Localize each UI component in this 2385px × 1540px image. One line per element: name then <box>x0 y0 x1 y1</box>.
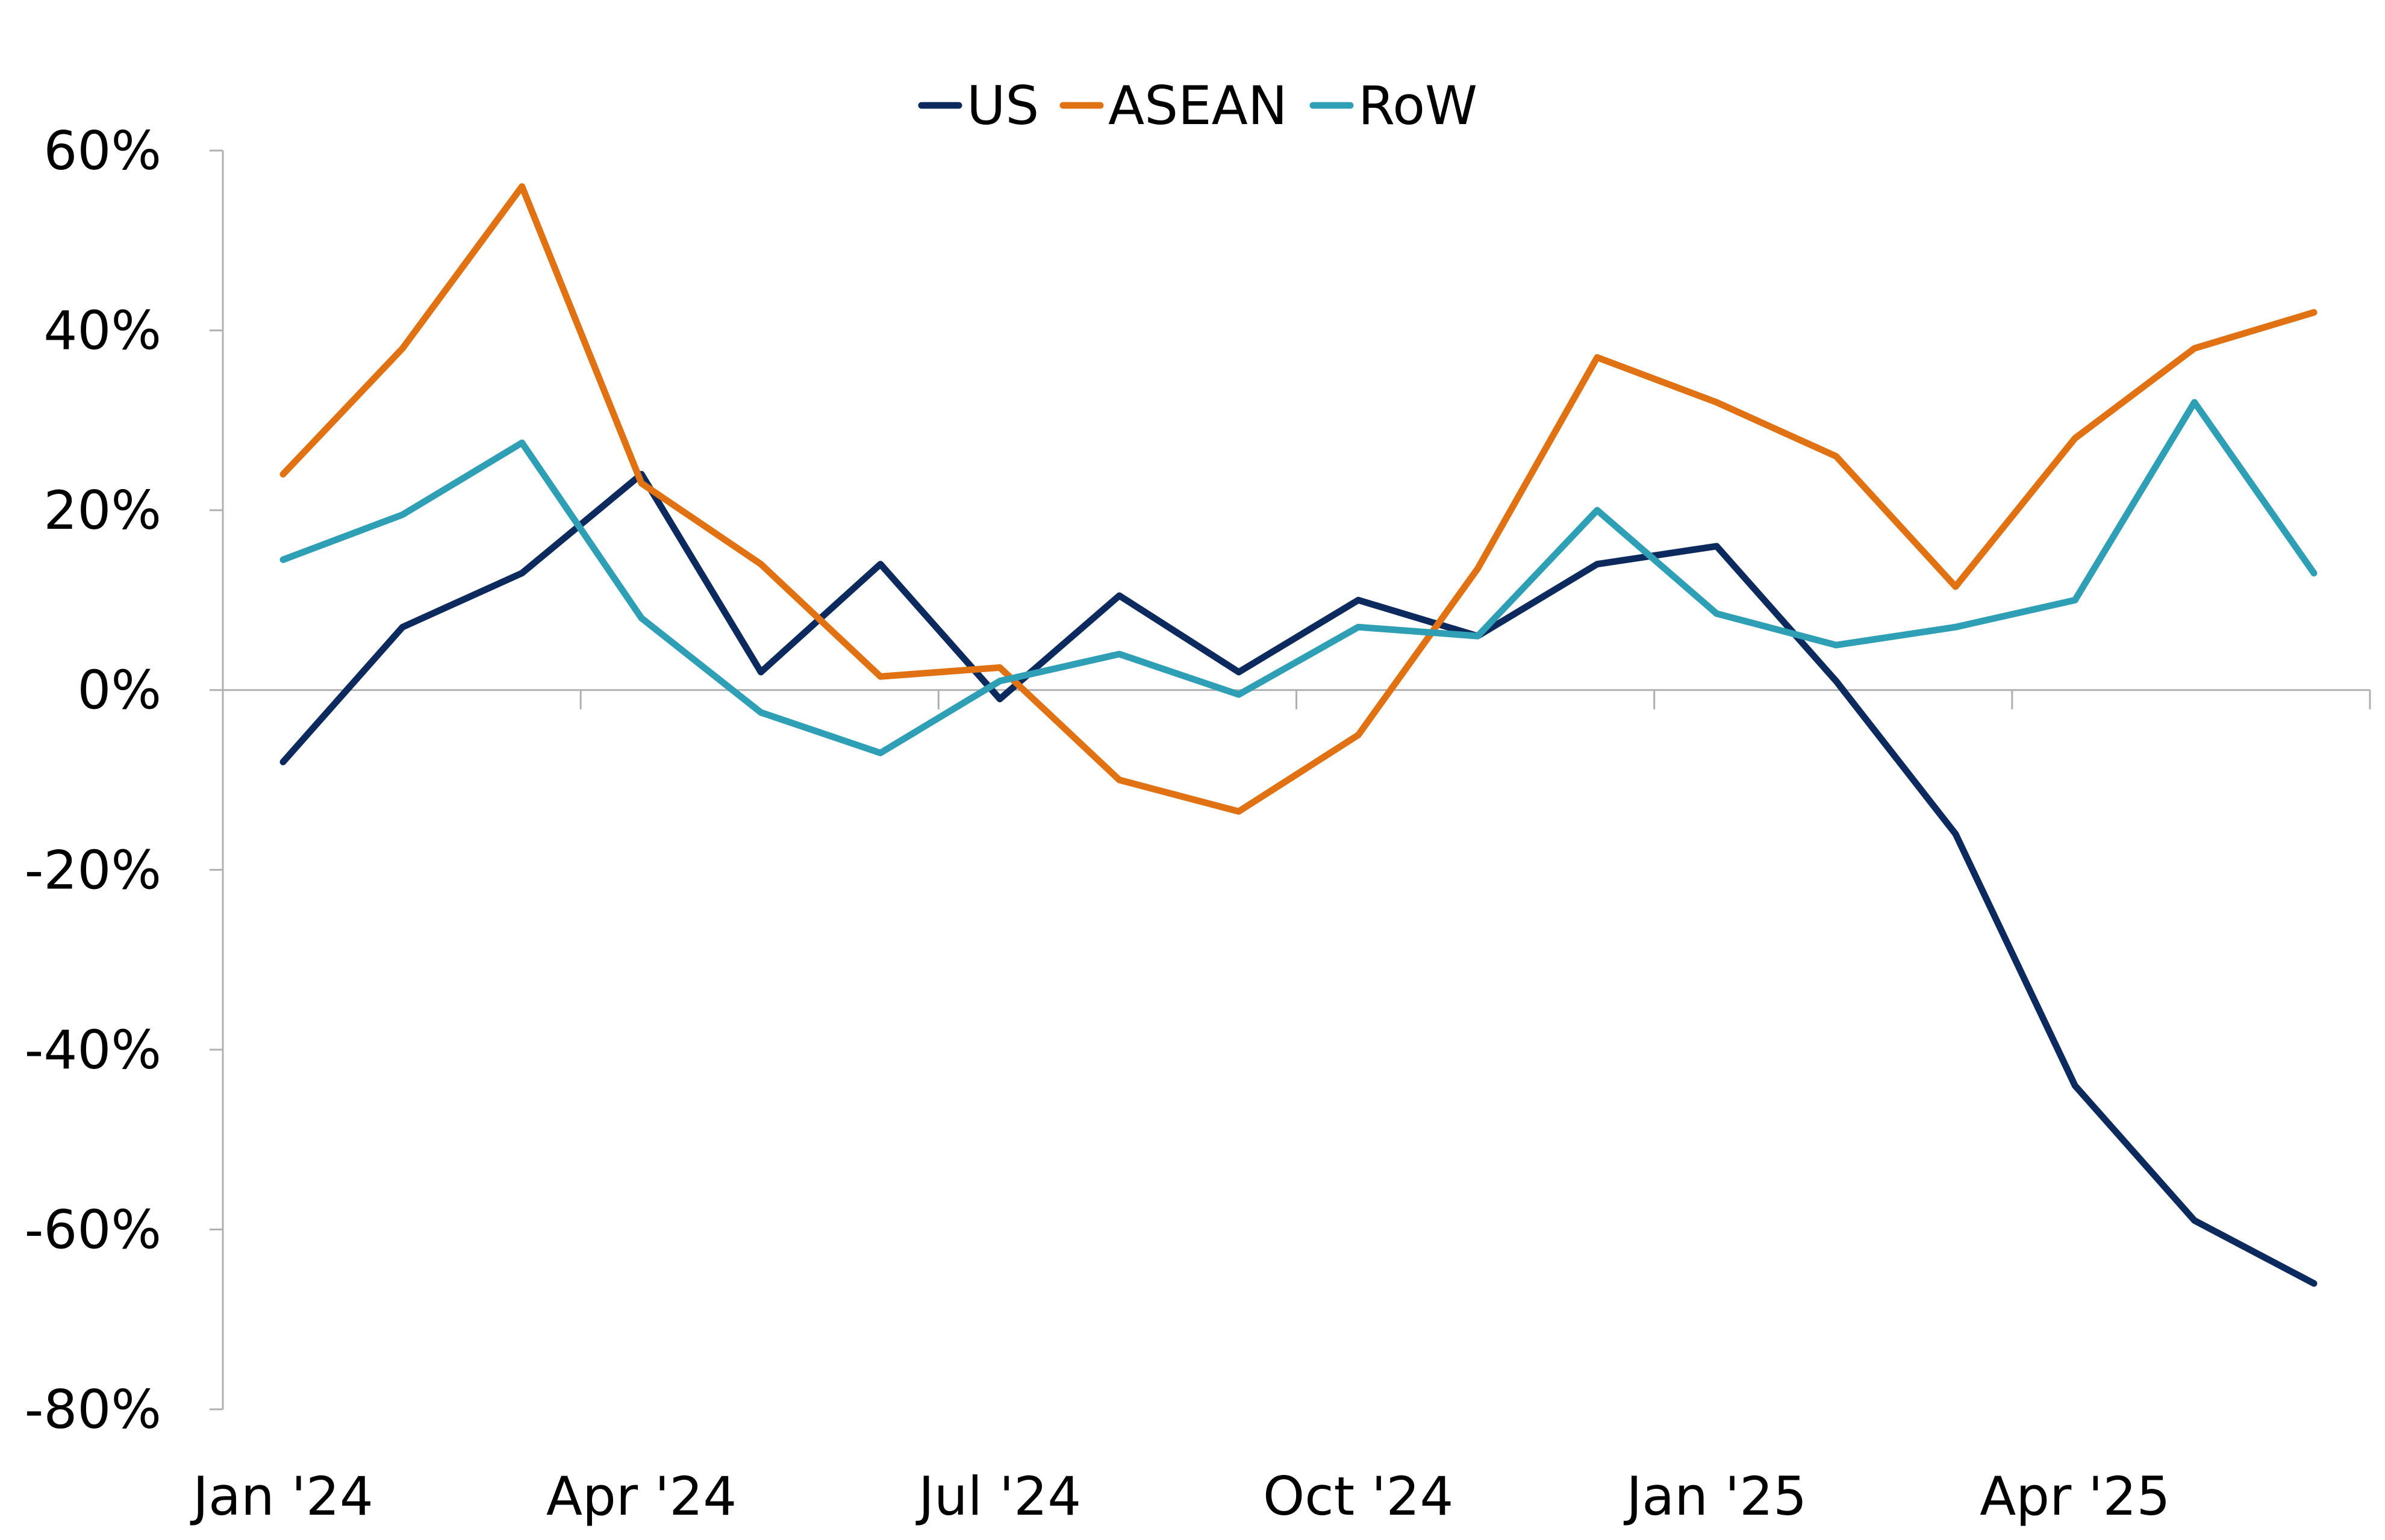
series-line-us <box>279 470 2318 1287</box>
x-tick-label: Apr '24 <box>546 1465 737 1527</box>
y-tick-label: -40% <box>25 1019 161 1081</box>
series-line-row <box>279 399 2318 756</box>
legend-label-row: RoW <box>1358 75 1477 137</box>
y-tick-label: -80% <box>25 1379 161 1441</box>
x-tick-label: Oct '24 <box>1263 1465 1453 1527</box>
x-tick-label: Jan '24 <box>190 1465 373 1527</box>
y-tick-label: 40% <box>43 300 161 362</box>
series-lines <box>279 183 2318 1287</box>
series-line-asean <box>279 183 2318 815</box>
legend: US ASEAN RoW <box>918 75 1477 137</box>
x-tick-label: Jul '24 <box>915 1465 1081 1527</box>
y-tick-label: 60% <box>43 120 161 182</box>
legend-label-us: US <box>967 75 1039 137</box>
y-tick-label: 20% <box>43 479 161 541</box>
legend-label-asean: ASEAN <box>1108 75 1288 137</box>
x-axis: Jan '24 Apr '24 Jul '24 Oct '24 Jan '25 Apr '… <box>190 689 2371 1527</box>
y-tick-label: -20% <box>25 839 161 901</box>
y-axis: 60% 40% 20% 0% -20% -40% -60% -80% <box>25 120 224 1441</box>
y-tick-label: 0% <box>77 659 161 722</box>
y-tick-label: -60% <box>25 1199 161 1261</box>
x-tick-label: Apr '25 <box>1980 1465 2170 1527</box>
x-tick-label: Jan '25 <box>1623 1465 1807 1527</box>
